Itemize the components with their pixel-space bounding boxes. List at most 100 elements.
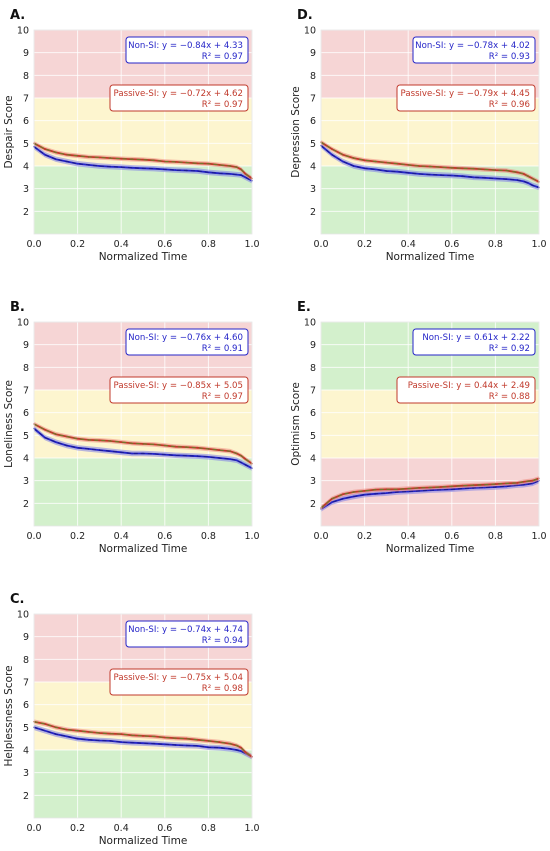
x-tick-label: 0.4 <box>114 239 129 250</box>
x-axis-label: Normalized Time <box>386 251 475 263</box>
y-tick-label: 2 <box>310 207 316 218</box>
y-axis-label: Depression Score <box>290 86 302 177</box>
regression-equation: Passive-SI: y = 0.44x + 2.49 <box>408 381 530 391</box>
y-tick-label: 4 <box>23 746 29 757</box>
annotation-box-non-si <box>412 36 536 64</box>
x-tick-label: 0.4 <box>401 239 416 250</box>
annotation-box-passive-si <box>109 84 249 112</box>
y-tick-label: 10 <box>17 610 29 621</box>
data-point <box>331 148 333 150</box>
y-tick-label: 6 <box>310 116 316 127</box>
y-tick-label: 9 <box>23 340 29 351</box>
y-tick-label: 9 <box>310 340 316 351</box>
zone-green <box>34 166 252 234</box>
x-tick-label: 0.0 <box>26 239 41 250</box>
panel-depression: 0.0 0.2 0.4 0.6 0.8 1.0 2 3 4 5 6 7 8 9 10 Normalized T… <box>290 8 547 263</box>
x-tick-label: 0.0 <box>313 531 328 542</box>
x-tick-label: 0.2 <box>357 239 372 250</box>
x-tick-label: 0.2 <box>70 239 85 250</box>
band-passive-si <box>34 141 252 181</box>
x-tick-label: 0.2 <box>357 531 372 542</box>
data-point <box>98 165 101 167</box>
y-tick-label: 5 <box>23 139 29 150</box>
data-point <box>65 728 68 731</box>
zone-green <box>34 750 252 818</box>
x-tick-label: 0.0 <box>313 239 328 250</box>
x-tick-label: 0.0 <box>26 823 41 834</box>
y-tick-label: 9 <box>310 48 316 59</box>
data-point <box>505 485 508 488</box>
data-point <box>522 480 525 483</box>
data-point <box>522 173 525 175</box>
trend-line-passive-si <box>320 141 540 183</box>
y-tick-label: 5 <box>23 431 29 442</box>
data-point <box>363 159 366 162</box>
x-tick-label: 0.8 <box>201 823 216 834</box>
x-tick-label: 0.8 <box>201 531 216 542</box>
data-point <box>363 489 366 492</box>
data-point <box>229 173 232 175</box>
data-point <box>341 160 344 163</box>
trend-line-non-si <box>320 480 540 510</box>
x-axis-label: Normalized Time <box>99 543 188 555</box>
y-tick-label: 3 <box>310 476 316 487</box>
r-squared-value: R² = 0.91 <box>202 344 243 354</box>
y-tick-label: 3 <box>23 184 29 195</box>
data-point <box>531 479 534 482</box>
y-tick-label: 10 <box>17 318 29 329</box>
band-non-si <box>34 724 252 760</box>
y-tick-label: 8 <box>310 363 316 374</box>
x-tick-label: 0.8 <box>201 239 216 250</box>
x-tick-label: 0.0 <box>26 531 41 542</box>
r-squared-value: R² = 0.96 <box>489 100 530 110</box>
data-point <box>341 493 344 496</box>
data-point <box>472 176 475 179</box>
x-tick-label: 1.0 <box>531 531 546 542</box>
r-squared-value: R² = 0.98 <box>202 684 243 694</box>
r-squared-value: R² = 0.88 <box>489 392 530 402</box>
x-tick-label: 1.0 <box>244 531 259 542</box>
data-point <box>76 162 79 165</box>
y-axis-label: Despair Score <box>3 95 15 168</box>
data-point <box>174 445 177 448</box>
y-tick-label: 9 <box>23 632 29 643</box>
y-tick-label: 8 <box>23 71 29 82</box>
y-tick-label: 10 <box>304 318 316 329</box>
annotation-box-non-si <box>125 36 249 64</box>
data-point <box>153 453 155 455</box>
data-point <box>120 741 123 743</box>
panel-label: D. <box>297 8 313 23</box>
y-tick-label: 3 <box>23 476 29 487</box>
band-passive-si <box>321 139 539 185</box>
data-point <box>54 441 57 444</box>
x-tick-label: 0.6 <box>444 531 459 542</box>
data-point <box>142 158 144 161</box>
data-point <box>196 446 199 449</box>
x-tick-label: 1.0 <box>531 239 546 250</box>
regression-equation: Non-SI: y = −0.84x + 4.33 <box>128 41 243 51</box>
regression-equation: Non-SI: y = 0.61x + 2.22 <box>422 333 530 343</box>
panel-label: A. <box>10 8 25 23</box>
trend-line-non-si <box>320 145 540 189</box>
trend-line-passive-si <box>320 477 540 509</box>
data-point <box>244 751 247 754</box>
y-axis-label: Optimism Score <box>290 382 302 466</box>
r-squared-value: R² = 0.97 <box>202 52 243 62</box>
annotation-box-non-si <box>412 328 536 356</box>
y-tick-label: 6 <box>23 408 29 419</box>
data-point <box>44 428 46 431</box>
x-tick-label: 1.0 <box>244 823 259 834</box>
x-tick-label: 0.4 <box>114 823 129 834</box>
y-tick-label: 7 <box>23 678 29 689</box>
y-tick-label: 4 <box>23 162 29 173</box>
r-squared-value: R² = 0.94 <box>202 636 243 646</box>
data-point <box>461 167 464 170</box>
y-tick-label: 8 <box>310 71 316 82</box>
y-tick-label: 5 <box>310 139 316 150</box>
y-tick-label: 6 <box>23 116 29 127</box>
y-tick-label: 7 <box>23 94 29 105</box>
panel-helplessness: 0.0 0.2 0.4 0.6 0.8 1.0 2 3 4 5 6 7 8 9 10 Normalized T… <box>3 592 260 847</box>
y-tick-label: 3 <box>23 768 29 779</box>
data-point <box>461 487 464 490</box>
